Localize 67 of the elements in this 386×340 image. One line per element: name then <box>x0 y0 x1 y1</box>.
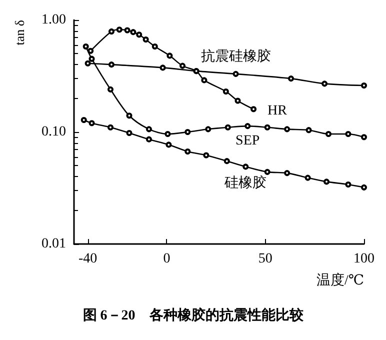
point <box>361 134 367 140</box>
point <box>242 164 249 170</box>
point <box>325 130 332 137</box>
y-axis-title: tan δ <box>12 20 27 46</box>
point <box>88 120 95 126</box>
point <box>288 76 294 82</box>
point <box>108 86 114 92</box>
point <box>361 82 367 89</box>
x-tick-label: 100 <box>354 252 374 266</box>
series-label: SEP <box>236 134 260 149</box>
point <box>345 181 352 188</box>
point <box>184 129 191 135</box>
point <box>304 174 311 181</box>
point <box>88 56 95 62</box>
point <box>88 48 94 54</box>
point <box>250 106 257 112</box>
point <box>166 142 172 148</box>
point <box>108 124 114 130</box>
point <box>284 126 290 132</box>
point <box>84 60 91 66</box>
point <box>166 52 173 59</box>
point <box>264 168 270 175</box>
point <box>324 178 330 185</box>
x-tick-label: 50 <box>258 252 272 266</box>
point <box>146 136 152 142</box>
point <box>234 98 241 104</box>
point <box>146 126 152 132</box>
point <box>306 127 312 134</box>
point <box>160 64 166 71</box>
series-label: 抗震硅橡胶 <box>200 48 271 64</box>
point <box>108 28 114 34</box>
point <box>126 130 132 136</box>
point <box>224 158 230 164</box>
point <box>80 116 87 123</box>
x-tick-label: 0 <box>163 252 170 266</box>
x-axis-title: 温度/℃ <box>316 272 364 288</box>
point <box>201 77 208 84</box>
point <box>232 70 239 77</box>
point <box>126 112 132 119</box>
point <box>205 126 212 132</box>
point <box>264 124 270 130</box>
y-tick-label: 0.01 <box>42 236 66 252</box>
point <box>116 26 122 33</box>
point <box>345 130 352 137</box>
y-tick-label: 0.10 <box>42 124 66 140</box>
point <box>164 130 171 137</box>
point <box>152 43 158 50</box>
point <box>361 184 367 190</box>
y-tick-label: 1.00 <box>42 12 66 28</box>
point <box>322 80 328 87</box>
point <box>130 29 136 36</box>
point <box>180 62 186 69</box>
point <box>124 27 130 34</box>
point <box>136 32 142 38</box>
point <box>222 88 229 94</box>
x-tick-label: -40 <box>78 252 98 266</box>
text: 图 6－20 各种橡胶的抗震性能比较 <box>82 306 304 324</box>
series-label: HR <box>268 104 288 119</box>
point <box>203 152 210 158</box>
point <box>142 36 149 42</box>
point <box>284 170 290 176</box>
point <box>184 148 191 154</box>
point <box>108 62 114 68</box>
series-label: 硅橡胶 <box>224 175 267 192</box>
point <box>224 124 231 130</box>
point <box>82 43 89 50</box>
point <box>244 123 251 130</box>
